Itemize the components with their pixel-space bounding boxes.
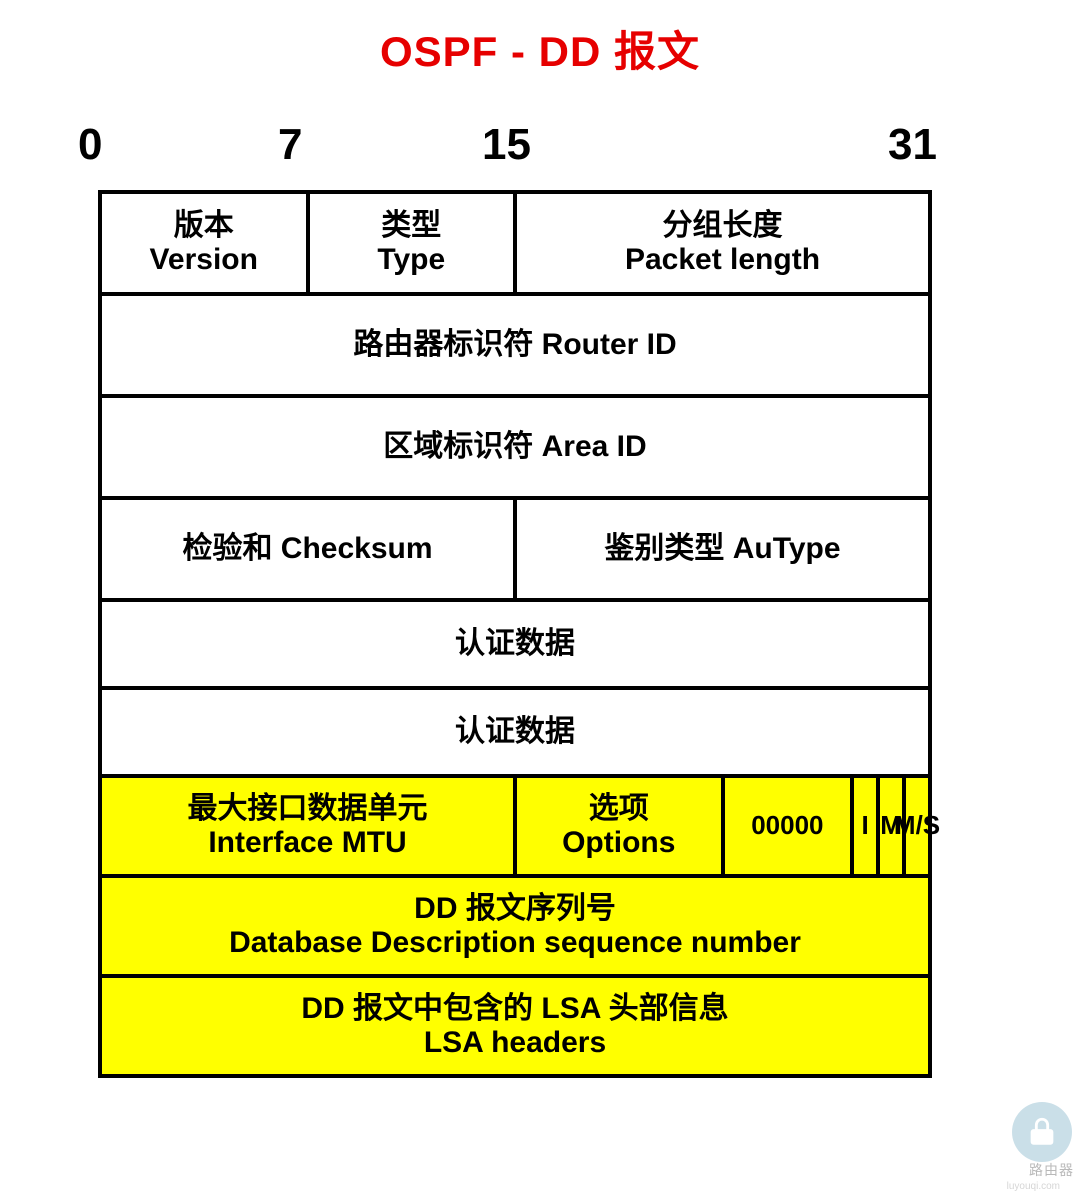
packet-field: I [854,778,880,878]
watermark-sub: luyouqi.com [1007,1181,1060,1192]
field-label-line1: 类型 [381,209,441,244]
packet-field: 鉴别类型 AuType [517,500,932,602]
field-label-line2: LSA headers [424,1026,606,1061]
field-label-line1: 认证数据 [455,715,575,750]
packet-frame: 版本Version类型Type分组长度Packet length路由器标识符 R… [98,190,932,1078]
bit-mark: 31 [888,120,937,170]
bit-ruler: 071531 [78,120,932,170]
packet-row: 版本Version类型Type分组长度Packet length [102,194,932,296]
field-label-line1: 最大接口数据单元 [188,792,428,827]
bit-mark: 15 [482,120,531,170]
packet-field: 分组长度Packet length [517,194,932,296]
packet-row: DD 报文序列号Database Description sequence nu… [102,878,932,978]
field-label-line1: DD 报文中包含的 LSA 头部信息 [301,992,728,1027]
lock-icon [1025,1115,1059,1149]
bit-mark: 0 [78,120,102,170]
packet-field: 认证数据 [102,602,932,690]
field-label-line1: 版本 [174,209,234,244]
field-label-line1: 认证数据 [455,627,575,662]
field-label-line2: Options [562,826,675,861]
packet-field: 00000 [725,778,855,878]
diagram-title: OSPF - DD 报文 [0,18,1080,79]
field-label-line1: 路由器标识符 Router ID [353,328,676,363]
field-label-line1: I [862,811,869,841]
field-label-line1: 鉴别类型 AuType [604,532,840,567]
packet-row: 路由器标识符 Router ID [102,296,932,398]
field-label-line2: Version [150,243,258,278]
packet-field: 认证数据 [102,690,932,778]
field-label-line2: Database Description sequence number [229,926,801,961]
packet-field: 检验和 Checksum [102,500,517,602]
diagram-page: OSPF - DD 报文 071531 版本Version类型Type分组长度P… [0,0,1080,1196]
packet-field: DD 报文中包含的 LSA 头部信息LSA headers [102,978,932,1078]
bit-mark: 7 [278,120,302,170]
packet-field: 路由器标识符 Router ID [102,296,932,398]
packet-row: 最大接口数据单元Interface MTU选项Options00000IMM/S [102,778,932,878]
packet-field: 最大接口数据单元Interface MTU [102,778,517,878]
field-label-line1: 区域标识符 Area ID [383,430,646,465]
packet-row: 检验和 Checksum 鉴别类型 AuType [102,500,932,602]
field-label-line1: 分组长度 [663,209,783,244]
watermark-badge [1012,1102,1072,1162]
packet-field: M/S [906,778,932,878]
packet-field: DD 报文序列号Database Description sequence nu… [102,878,932,978]
packet-row: DD 报文中包含的 LSA 头部信息LSA headers [102,978,932,1078]
field-label-line1: M/S [894,811,940,841]
field-label-line1: DD 报文序列号 [414,892,616,927]
packet-field: 版本Version [102,194,310,296]
field-label-line1: 检验和 Checksum [182,532,432,567]
packet-field: 区域标识符 Area ID [102,398,932,500]
packet-row: 区域标识符 Area ID [102,398,932,500]
field-label-line1: 选项 [589,792,649,827]
packet-field: 类型Type [310,194,518,296]
packet-row: 认证数据 [102,690,932,778]
packet-row: 认证数据 [102,602,932,690]
field-label-line1: 00000 [751,811,823,841]
field-label-line2: Type [377,243,445,278]
watermark-text: 路由器 [1029,1160,1074,1180]
packet-field: 选项Options [517,778,725,878]
field-label-line2: Packet length [625,243,820,278]
field-label-line2: Interface MTU [208,826,406,861]
